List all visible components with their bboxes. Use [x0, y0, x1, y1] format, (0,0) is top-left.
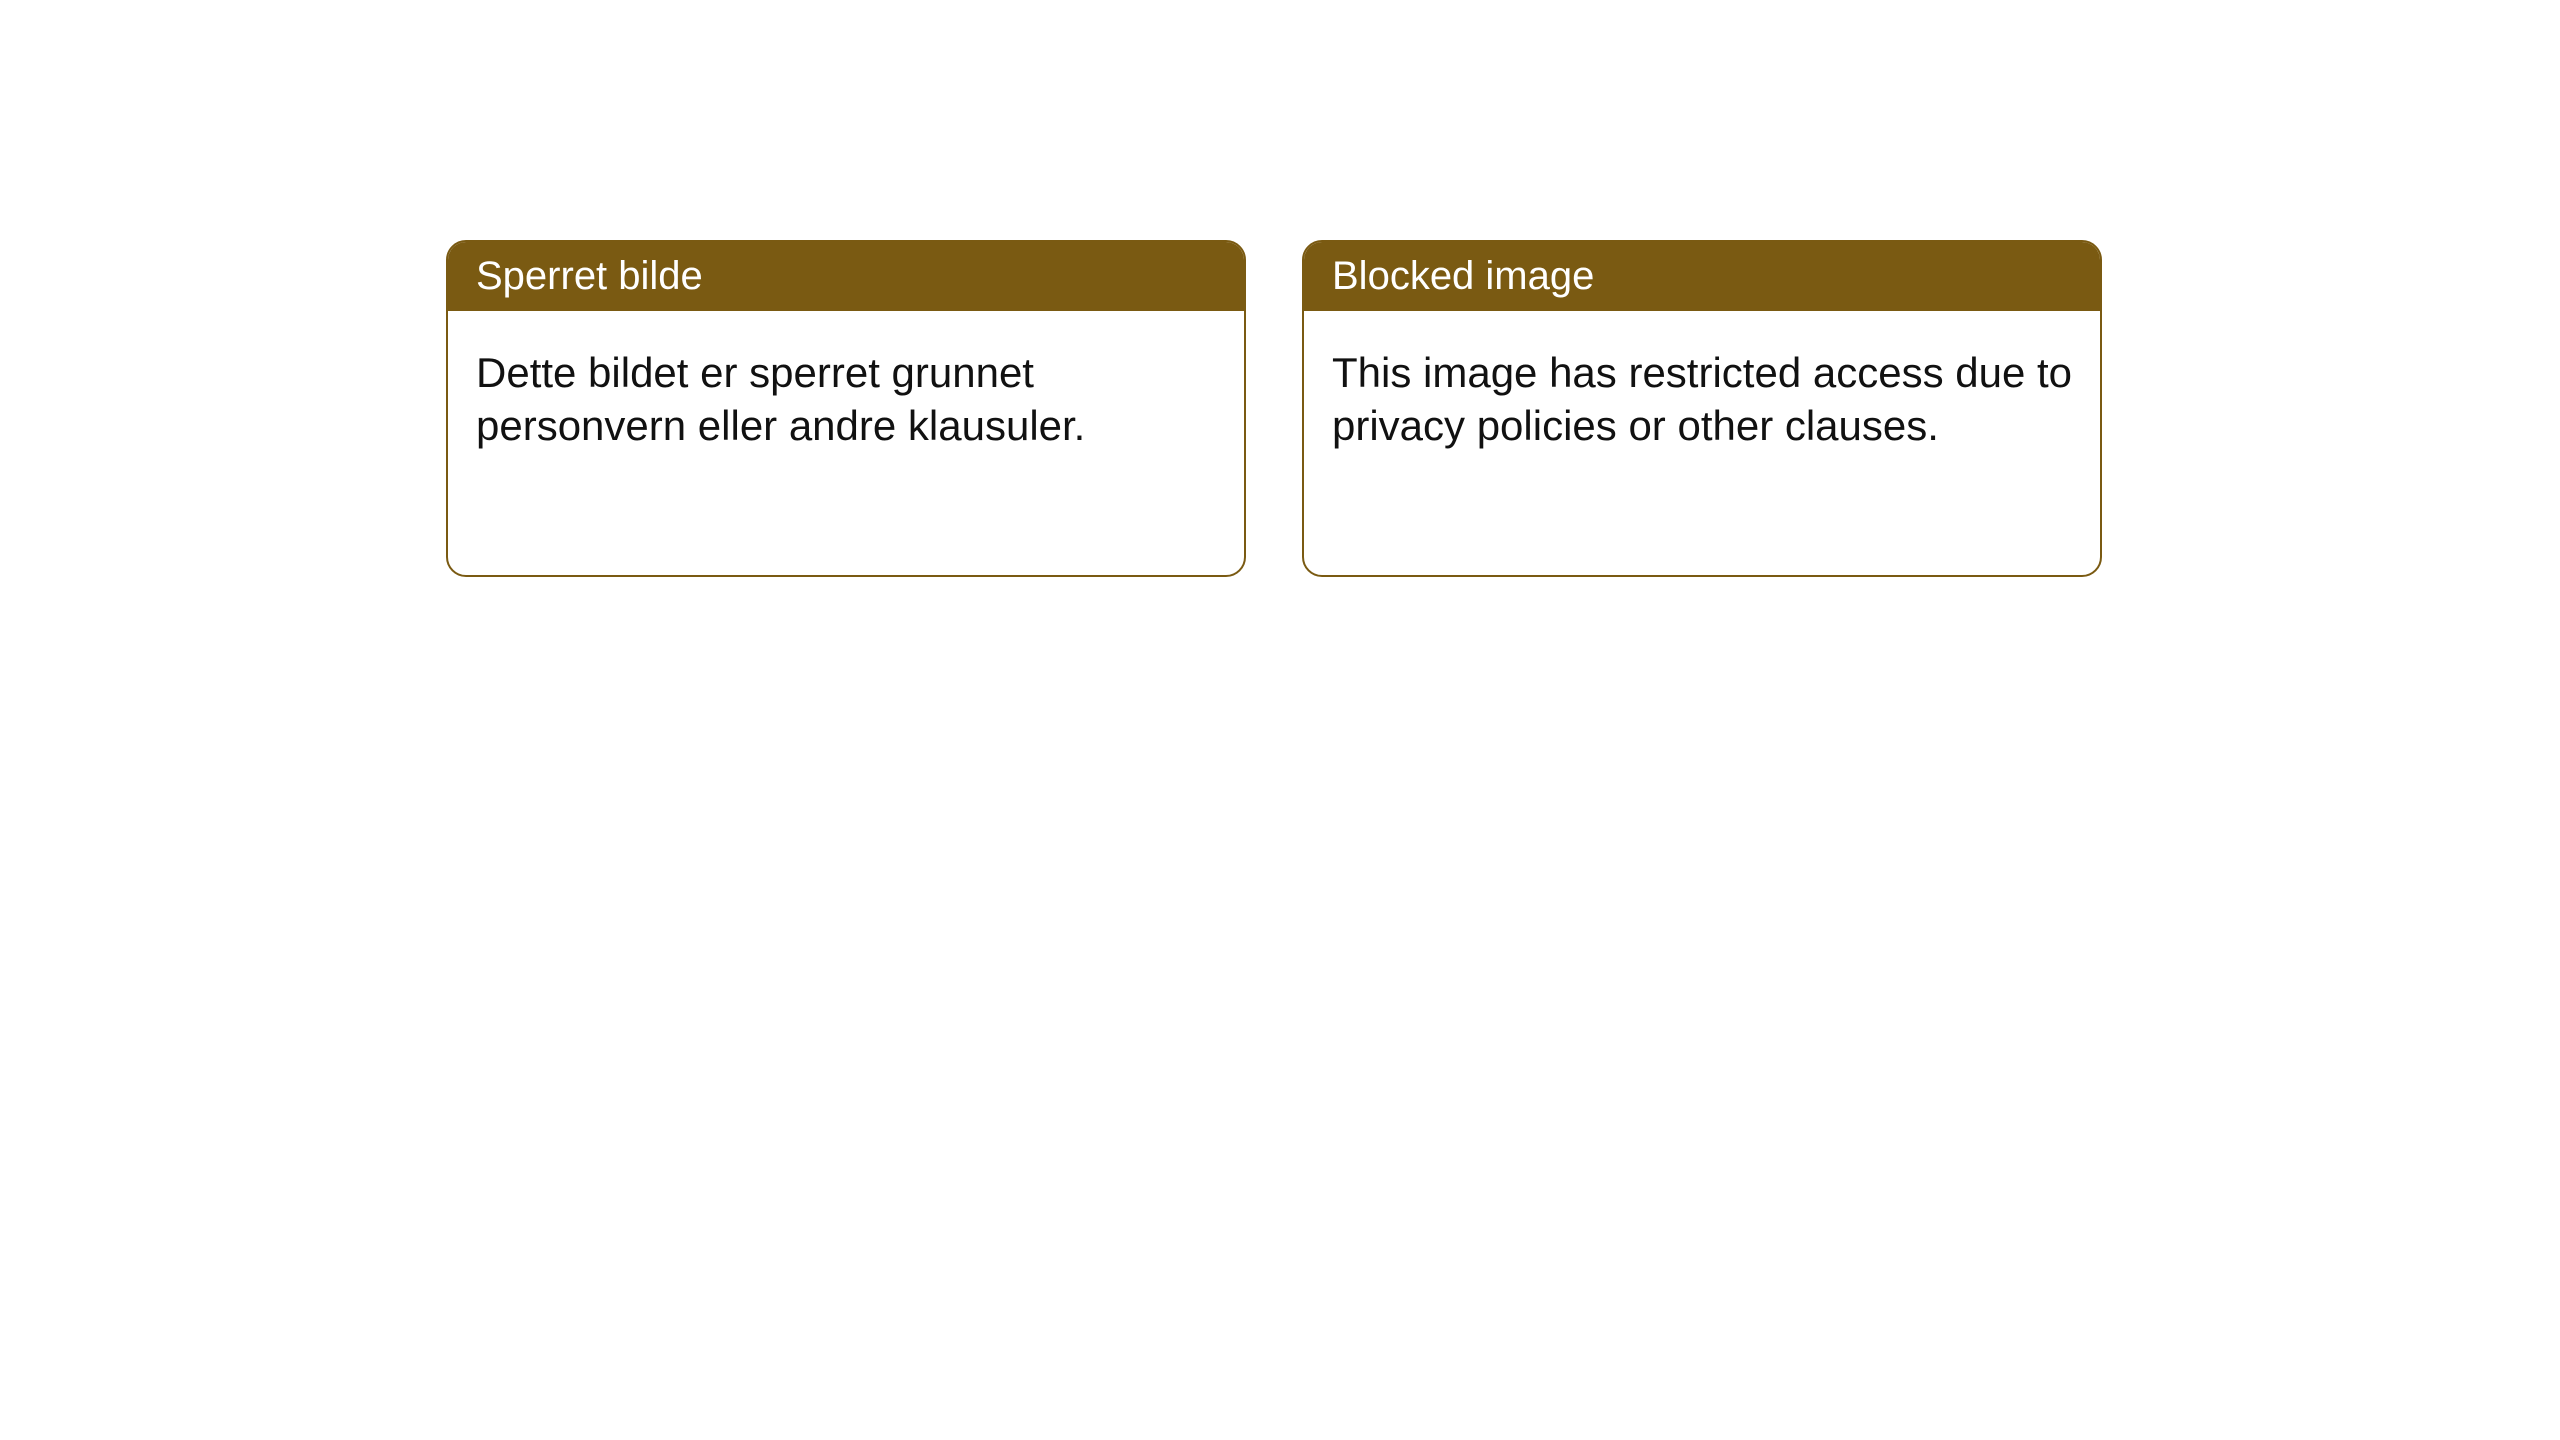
notice-body: Dette bildet er sperret grunnet personve… — [448, 311, 1244, 488]
notice-card-english: Blocked image This image has restricted … — [1302, 240, 2102, 577]
notice-header: Blocked image — [1304, 242, 2100, 311]
notice-header: Sperret bilde — [448, 242, 1244, 311]
notice-body: This image has restricted access due to … — [1304, 311, 2100, 488]
notice-card-norwegian: Sperret bilde Dette bildet er sperret gr… — [446, 240, 1246, 577]
notice-container: Sperret bilde Dette bildet er sperret gr… — [446, 240, 2102, 577]
notice-title: Sperret bilde — [476, 254, 703, 298]
notice-body-text: Dette bildet er sperret grunnet personve… — [476, 349, 1085, 449]
notice-title: Blocked image — [1332, 254, 1594, 298]
notice-body-text: This image has restricted access due to … — [1332, 349, 2072, 449]
